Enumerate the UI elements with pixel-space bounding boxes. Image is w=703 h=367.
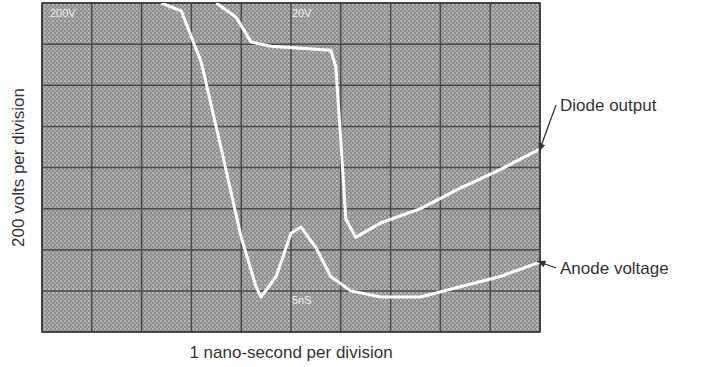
series-label: Diode output (560, 96, 657, 115)
series-label: Anode voltage (560, 259, 669, 278)
screen-annotation: 200V (50, 7, 76, 19)
grid-line-y (42, 290, 540, 292)
grid-line-y (42, 249, 540, 251)
grid-line-y (42, 126, 540, 128)
grid-line-y (42, 43, 540, 45)
frame (42, 3, 540, 332)
trace (162, 3, 541, 297)
traces (162, 3, 541, 297)
screen-annotation: 20V (292, 7, 312, 19)
x-axis-title: 1 nano-second per division (189, 343, 392, 362)
arrow-head (539, 143, 546, 152)
grid-line-y (42, 85, 540, 87)
screen-annotation: 5nS (292, 294, 312, 306)
trace (216, 3, 540, 237)
grid-line-y (42, 208, 540, 210)
grid (42, 3, 540, 332)
label-arrow (539, 105, 556, 152)
arrow-head (537, 261, 546, 268)
y-axis-title: 200 volts per division (9, 88, 28, 247)
chart: 200V 20V 5nS Diode output Anode voltage 1 nan… (0, 0, 703, 367)
label-arrow (537, 261, 556, 268)
grid-line-y (42, 167, 540, 169)
screen (42, 3, 540, 332)
